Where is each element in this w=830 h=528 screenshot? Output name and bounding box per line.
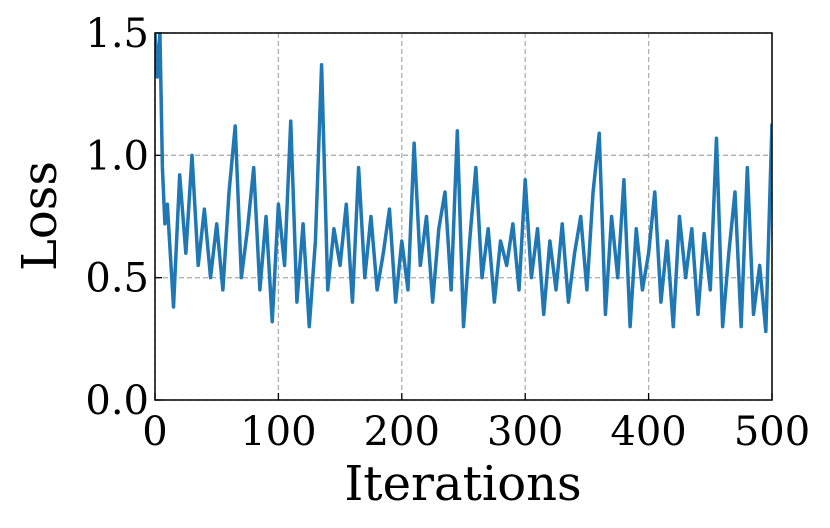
x-tick-label: 400 [610, 409, 686, 455]
y-tick-label: 1.5 [85, 11, 149, 57]
y-axis-label: Loss [12, 161, 68, 271]
y-tick-label: 0.0 [85, 378, 149, 424]
x-tick-label: 500 [734, 409, 810, 455]
plot-frame [154, 32, 773, 401]
x-tick-label: 300 [487, 409, 563, 455]
line-series [155, 33, 772, 334]
x-tick-label: 100 [240, 409, 316, 455]
x-tick-label: 0 [142, 409, 167, 455]
x-tick-label: 200 [364, 409, 440, 455]
y-tick-label: 0.5 [85, 256, 149, 302]
y-tick-label: 1.0 [85, 133, 149, 179]
x-axis-label: Iterations [344, 456, 581, 512]
